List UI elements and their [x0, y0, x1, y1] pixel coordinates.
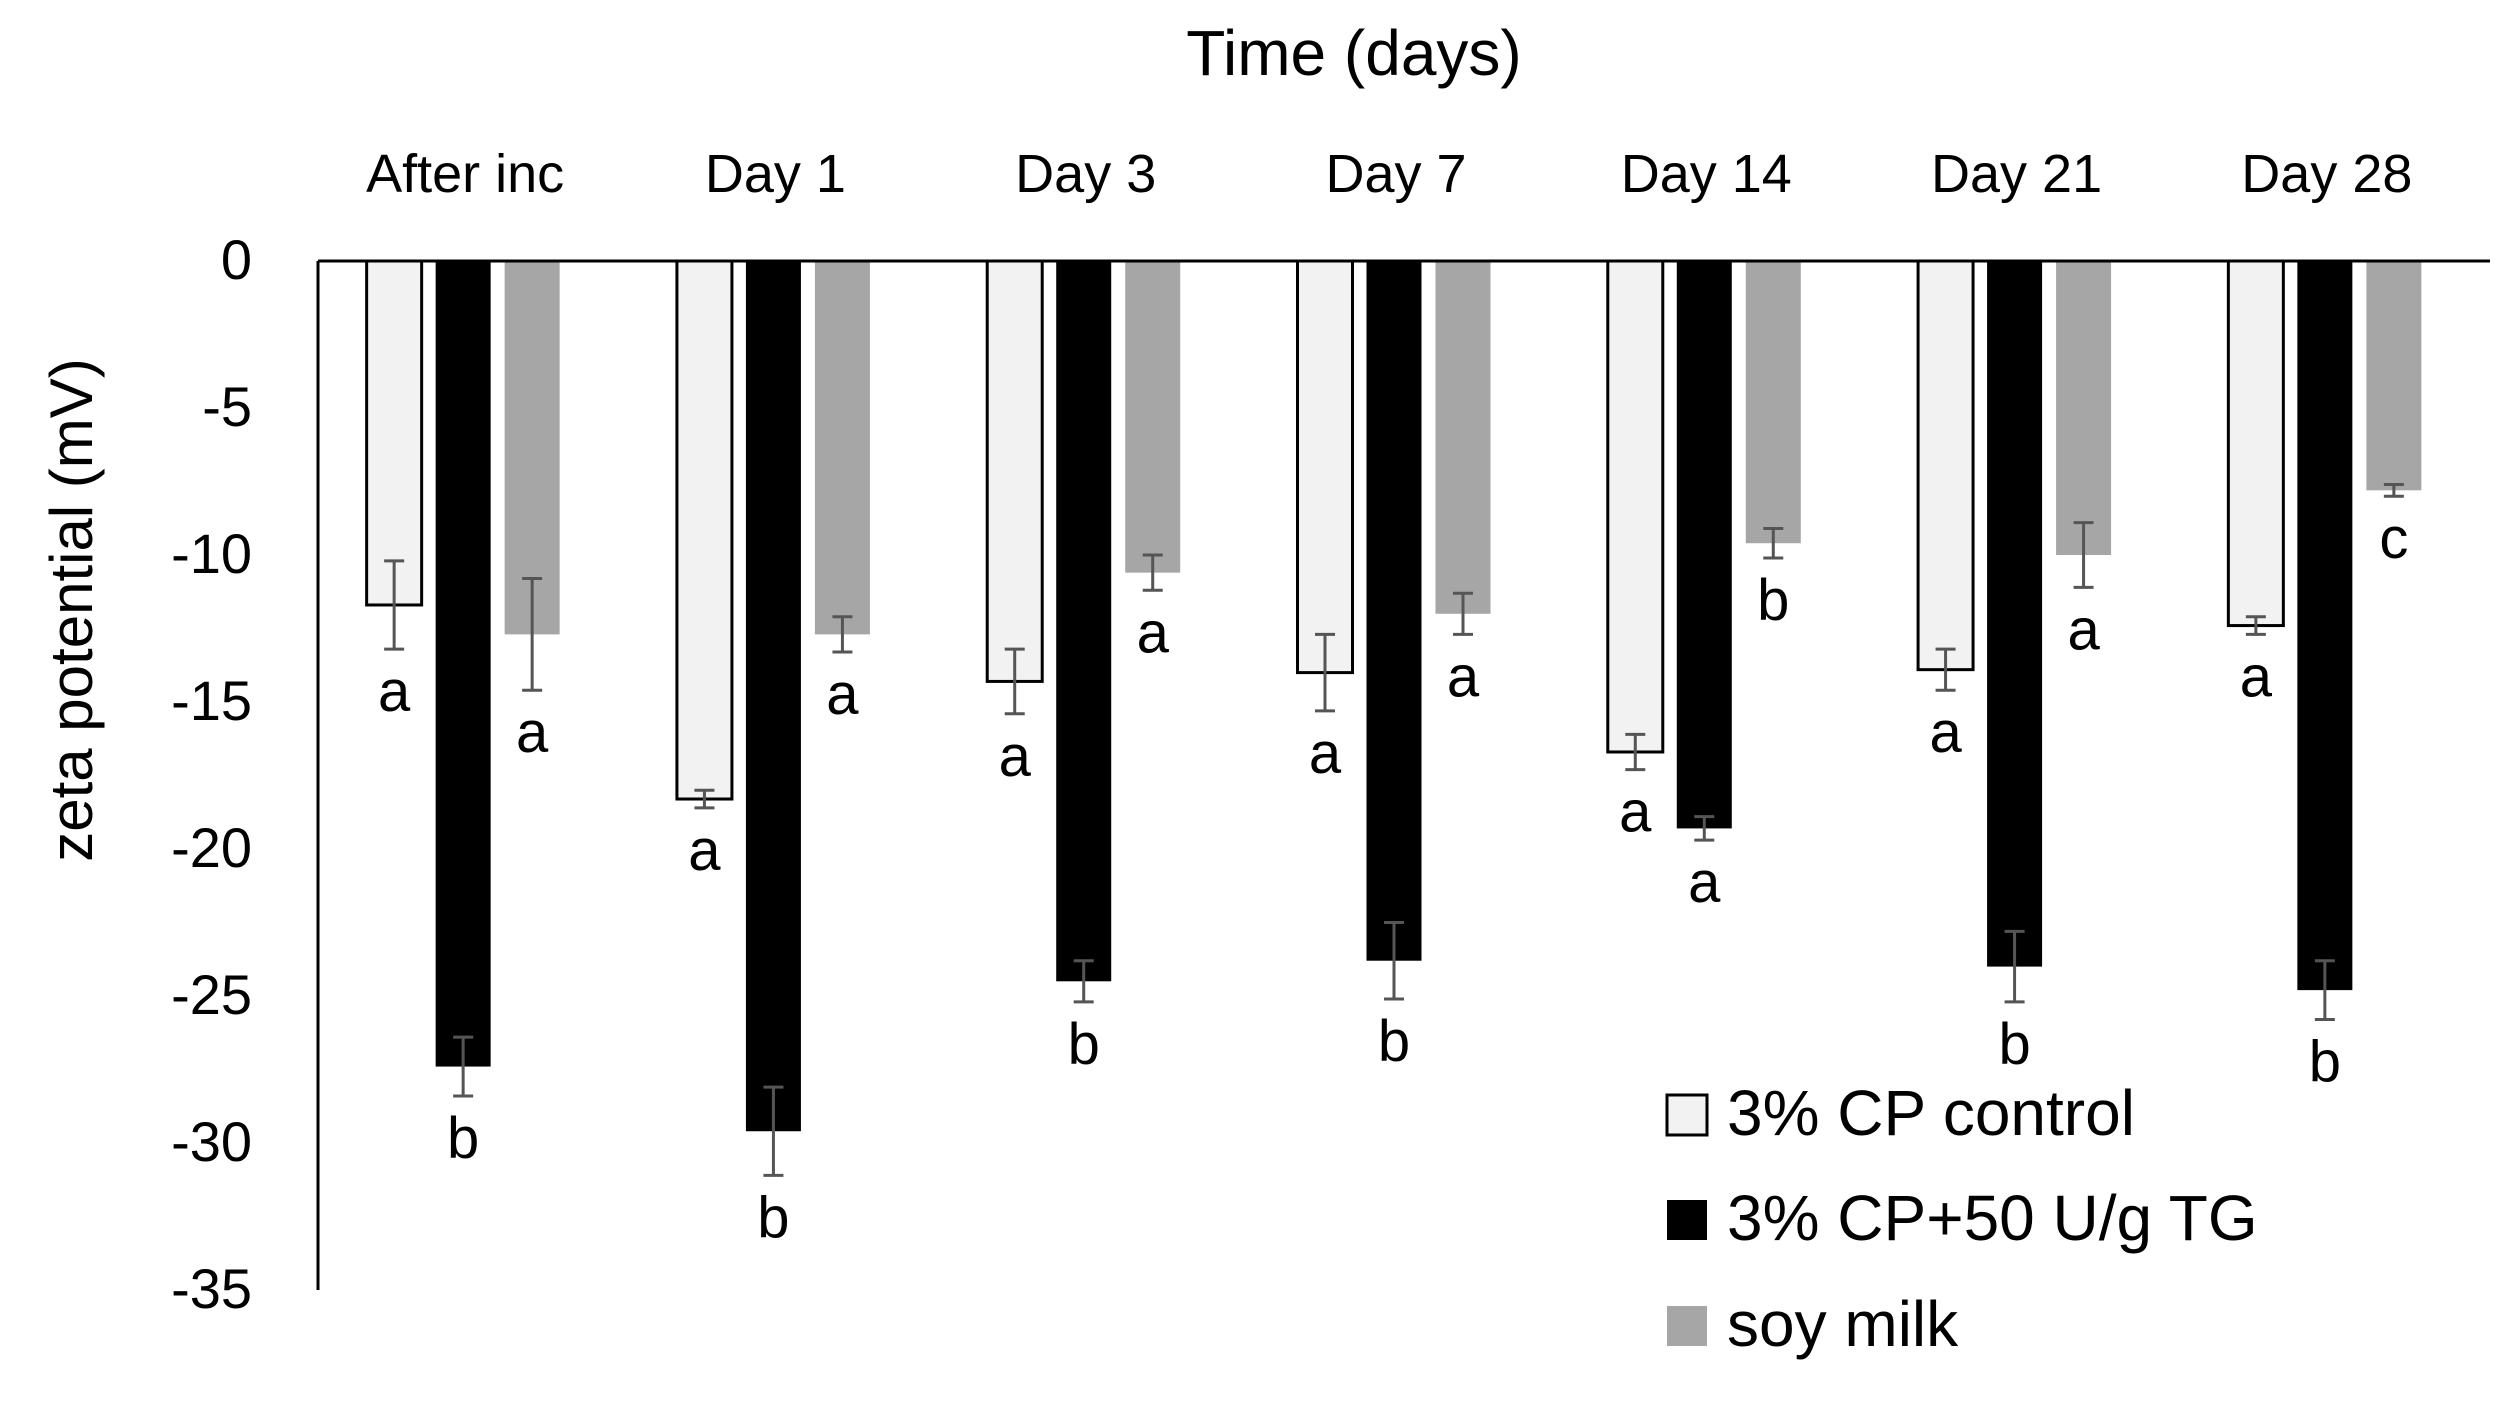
bar [365, 259, 424, 607]
error-bar [763, 1085, 784, 1177]
legend-swatch [1667, 1200, 1707, 1240]
error-bar [1625, 732, 1646, 772]
error-bar [1073, 959, 1094, 1004]
category-label: Day 28 [2241, 144, 2412, 204]
error-bar [1004, 647, 1025, 716]
significance-letter: b [757, 1185, 789, 1250]
error-bar [2004, 929, 2025, 1004]
error-bar [832, 615, 853, 654]
error-bar [2383, 482, 2404, 498]
y-axis-label: zeta potential (mV) [38, 358, 105, 862]
bar [2366, 261, 2422, 491]
error-bar [1935, 647, 1956, 692]
category-label: Day 1 [705, 144, 846, 204]
bar [985, 259, 1044, 683]
legend: 3% CP control 3% CP+50 U/g TG soy milk [1665, 1077, 2258, 1360]
error-bar [1694, 815, 1715, 842]
bar [1125, 261, 1181, 573]
y-tick-label: -15 [171, 669, 252, 732]
significance-letter: a [516, 700, 549, 765]
y-tick-label: -10 [171, 522, 252, 585]
significance-letter: b [1068, 1012, 1100, 1077]
significance-letter: a [999, 724, 1032, 789]
legend-swatch [1667, 1306, 1707, 1346]
significance-letter: a [688, 818, 721, 883]
error-bar [2073, 521, 2094, 589]
significance-letter: a [1309, 721, 1342, 786]
significance-letter: a [1447, 644, 1480, 709]
legend-swatch [1665, 1093, 1709, 1137]
bar [745, 261, 801, 1132]
error-bar [1315, 632, 1335, 713]
error-bar [1384, 921, 1404, 1001]
y-tick-label: -20 [171, 816, 252, 879]
legend-label: soy milk [1727, 1288, 1959, 1360]
bar [1296, 259, 1354, 675]
significance-letter: b [2309, 1030, 2341, 1095]
bar [1606, 259, 1665, 754]
significance-letter: a [2067, 597, 2100, 662]
error-bar [2245, 615, 2266, 636]
bar [2226, 259, 2285, 628]
significance-letter: a [1929, 700, 1962, 765]
category-label: Day 7 [1325, 144, 1466, 204]
bar [1056, 261, 1112, 982]
y-tick-label: -35 [171, 1257, 252, 1320]
legend-label: 3% CP control [1727, 1077, 2135, 1149]
significance-letter: a [826, 662, 859, 727]
legend-item: soy milk [1667, 1288, 1959, 1360]
significance-letter: a [378, 659, 411, 724]
error-bar [1763, 527, 1784, 560]
error-bar [453, 1035, 474, 1098]
bar [2297, 261, 2353, 991]
error-bar [1142, 553, 1163, 592]
bar [504, 261, 560, 635]
bar [1987, 261, 2043, 967]
bar [1676, 261, 1732, 829]
bar [814, 261, 870, 635]
y-tick-label: -5 [202, 375, 252, 438]
significance-letter: b [1757, 568, 1789, 633]
category-label: Day 14 [1621, 144, 1792, 204]
bar [2056, 261, 2112, 555]
error-bar [522, 577, 543, 692]
bar [1745, 261, 1801, 544]
category-label: Day 3 [1015, 144, 1156, 204]
error-bar [384, 559, 405, 651]
significance-letter: a [1137, 600, 1170, 665]
chart-title: Time (days) [1186, 17, 1521, 89]
legend-label: 3% CP+50 U/g TG [1727, 1182, 2258, 1254]
significance-letter: b [447, 1106, 479, 1171]
bar [1435, 261, 1491, 614]
error-bar [1453, 591, 1473, 636]
plot-area: 0 -5 -10 -15 -20 -25 -30 -35 After inc Day 1 Day 3… [171, 144, 2490, 1320]
category-label: Day 21 [1931, 144, 2102, 204]
bar [675, 259, 734, 801]
legend-item: 3% CP+50 U/g TG [1667, 1182, 2258, 1254]
bar [1366, 261, 1422, 961]
bar [435, 261, 491, 1067]
significance-letter: b [1378, 1009, 1410, 1074]
error-bar [2314, 959, 2335, 1022]
significance-letter: c [2379, 506, 2408, 571]
legend-item: 3% CP control [1665, 1077, 2135, 1149]
significance-letter: a [1688, 850, 1721, 915]
y-tick-label: 0 [221, 228, 252, 291]
error-bar [694, 788, 715, 810]
significance-letter: a [1619, 780, 1652, 845]
significance-letter: a [2240, 644, 2273, 709]
y-tick-label: -25 [171, 963, 252, 1026]
bar [1916, 259, 1975, 672]
y-tick-label: -30 [171, 1110, 252, 1173]
significance-letter: b [1998, 1012, 2030, 1077]
category-label: After inc [366, 144, 564, 204]
